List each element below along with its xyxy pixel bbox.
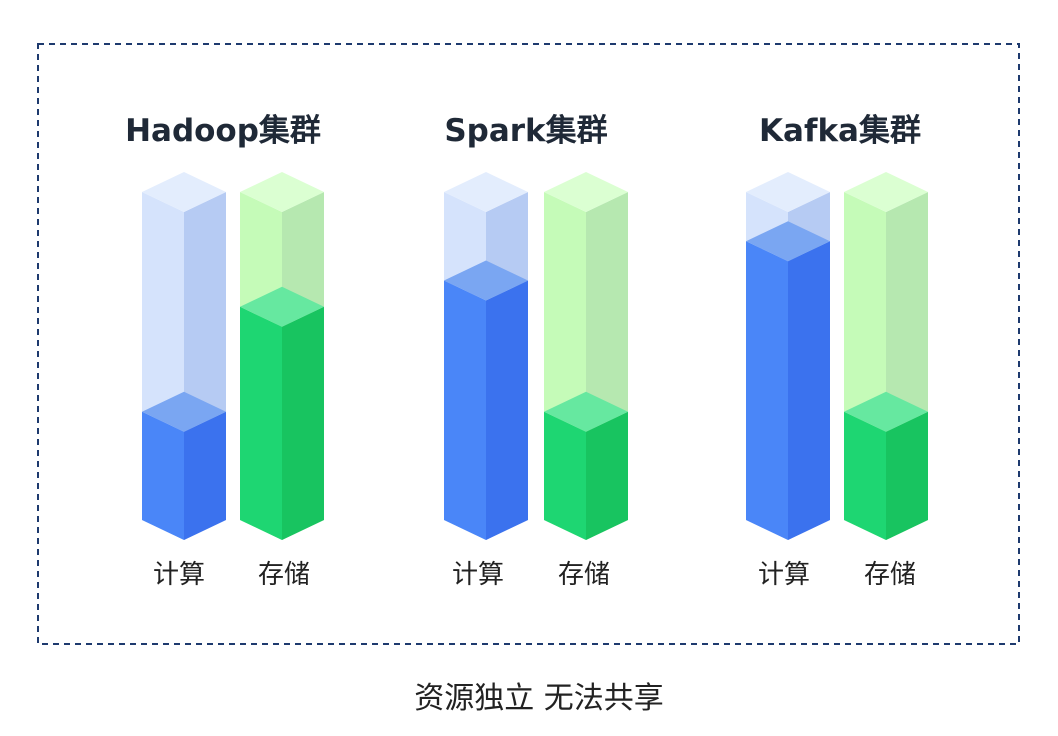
cluster-kafka: Kafka集群 计算 存储 [746, 113, 928, 590]
storage-label: 存储 [864, 560, 916, 590]
solid-side-face [586, 411, 628, 540]
solid-top-face [142, 391, 226, 432]
compute-bar [746, 172, 830, 540]
solid-side-face [788, 241, 830, 540]
solid-top-face [240, 286, 324, 327]
compute-label: 计算 [153, 560, 205, 590]
compute-bar [444, 172, 528, 540]
solid-front-face [544, 411, 586, 540]
solid-top-face [444, 260, 528, 301]
solid-front-face [240, 306, 282, 540]
dashed-frame [37, 43, 1020, 645]
solid-side-face [886, 411, 928, 540]
cluster-hadoop: Hadoop集群 计算 存储 [125, 113, 324, 590]
storage-bar [844, 172, 928, 540]
solid-side-face [282, 306, 324, 540]
compute-label: 计算 [452, 560, 504, 590]
solid-front-face [844, 411, 886, 540]
compute-bar [142, 172, 226, 540]
storage-bar [544, 172, 628, 540]
ghost-top-face [444, 172, 528, 212]
solid-side-face [486, 280, 528, 540]
solid-front-face [444, 280, 486, 540]
cluster-title: Kafka集群 [759, 113, 921, 149]
ghost-top-face [746, 172, 830, 212]
storage-label: 存储 [258, 560, 310, 590]
ghost-top-face [142, 172, 226, 212]
cluster-spark: Spark集群 计算 存储 [444, 113, 628, 590]
solid-front-face [142, 411, 184, 540]
compute-label: 计算 [758, 560, 810, 590]
cluster-title: Hadoop集群 [125, 113, 321, 149]
solid-front-face [746, 241, 788, 540]
cluster-title: Spark集群 [444, 113, 607, 149]
solid-top-face [844, 391, 928, 432]
ghost-top-face [240, 172, 324, 212]
storage-label: 存储 [558, 560, 610, 590]
solid-top-face [746, 221, 830, 262]
solid-side-face [184, 411, 226, 540]
caption: 资源独立 无法共享 [414, 681, 664, 716]
ghost-top-face [544, 172, 628, 212]
ghost-top-face [844, 172, 928, 212]
solid-top-face [544, 391, 628, 432]
storage-bar [240, 172, 324, 540]
